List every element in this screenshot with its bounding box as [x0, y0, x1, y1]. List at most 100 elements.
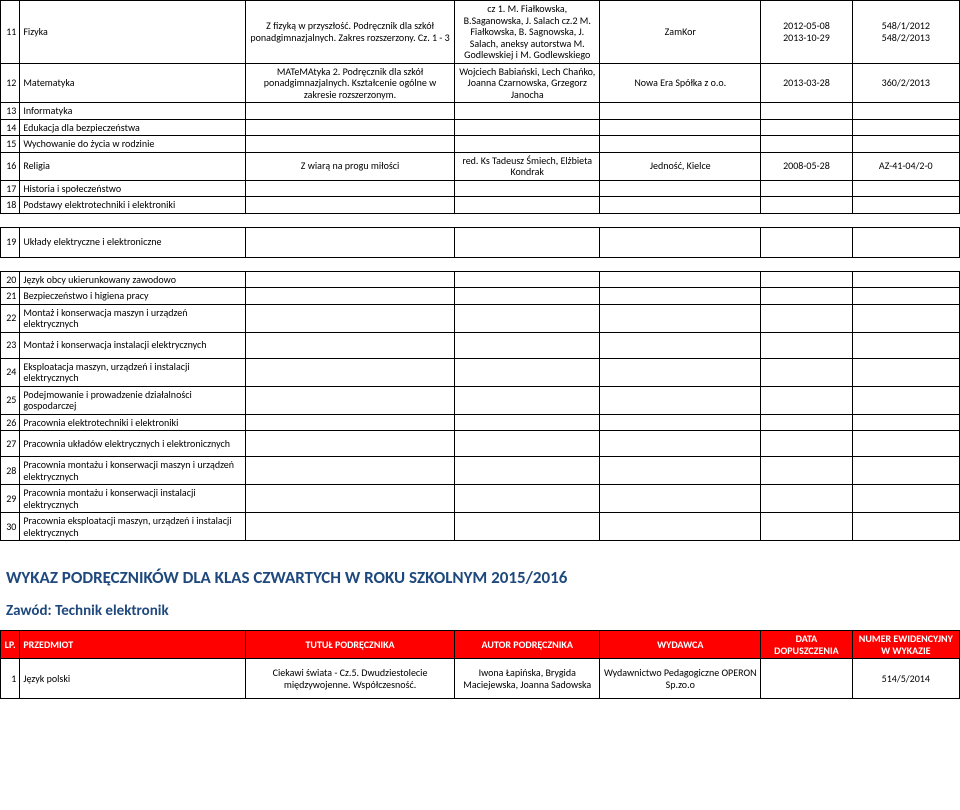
textbook-title: [245, 180, 454, 197]
table-row: 29Pracownia montażu i konserwacji instal…: [1, 485, 960, 513]
textbook-title: [245, 431, 454, 457]
textbook-author: [455, 271, 600, 288]
publisher: [600, 197, 761, 214]
textbook-title: [245, 197, 454, 214]
approval-date: [761, 119, 852, 136]
table-row: 27Pracownia układów elektrycznych i elek…: [1, 431, 960, 457]
table-header-row: LP. PRZEDMIOT TUTUŁ PODRĘCZNIKA AUTOR PO…: [1, 631, 960, 659]
subject-name: Fizyka: [20, 1, 246, 64]
subject-name: Pracownia elektrotechniki i elektroniki: [20, 414, 246, 431]
textbook-title: [245, 386, 454, 414]
registry-number: [852, 513, 959, 541]
subject-name: Pracownia montażu i konserwacji maszyn i…: [20, 457, 246, 485]
textbook-title: Z fizyką w przyszłość. Podręcznik dla sz…: [245, 1, 454, 64]
subject-name: Informatyka: [20, 103, 246, 120]
textbook-author: [455, 136, 600, 153]
textbook-author: [455, 457, 600, 485]
textbook-author: [455, 431, 600, 457]
publisher: [600, 386, 761, 414]
textbook-title: [245, 103, 454, 120]
publisher: [600, 136, 761, 153]
approval-date: 2012-05-082013-10-29: [761, 1, 852, 64]
subject-name: Montaż i konserwacja maszyn i urządzeń e…: [20, 304, 246, 332]
approval-date: 2008-05-28: [761, 152, 852, 180]
approval-date: [761, 431, 852, 457]
registry-number: [852, 431, 959, 457]
table-row: 15Wychowanie do życia w rodzinie: [1, 136, 960, 153]
textbook-author: [455, 414, 600, 431]
subject-name: Podejmowanie i prowadzenie działalności …: [20, 386, 246, 414]
publisher: [600, 271, 761, 288]
table-row: 21Bezpieczeństwo i higiena pracy: [1, 288, 960, 305]
table-row: 13Informatyka: [1, 103, 960, 120]
section-title: WYKAZ PODRĘCZNIKÓW DLA KLAS CZWARTYCH W …: [6, 567, 960, 588]
table-row: 12MatematykaMATeMAtyka 2. Podręcznik dla…: [1, 63, 960, 103]
registry-number: [852, 386, 959, 414]
subject-name: Język obcy ukierunkowany zawodowo: [20, 271, 246, 288]
subject-name: Język polski: [20, 659, 246, 699]
textbook-title: [245, 332, 454, 358]
row-number: 23: [1, 332, 20, 358]
publisher: Jedność, Kielce: [600, 152, 761, 180]
textbook-title: [245, 485, 454, 513]
row-number: 17: [1, 180, 20, 197]
approval-date: [761, 358, 852, 386]
zawod-title: Zawód: Technik elektronik: [6, 602, 960, 620]
textbook-author: cz 1. M. Fiałkowska, B.Saganowska, J. Sa…: [455, 1, 600, 64]
subject-name: Edukacja dla bezpieczeństwa: [20, 119, 246, 136]
textbook-author: [455, 485, 600, 513]
publisher: [600, 513, 761, 541]
subject-name: Pracownia montażu i konserwacji instalac…: [20, 485, 246, 513]
row-number: 24: [1, 358, 20, 386]
row-number: 22: [1, 304, 20, 332]
approval-date: [761, 136, 852, 153]
publisher: Wydawnictwo Pedagogiczne OPERON Sp.zo.o: [600, 659, 761, 699]
textbook-author: [455, 513, 600, 541]
publisher: [600, 485, 761, 513]
textbook-title: [245, 227, 454, 257]
publisher: [600, 457, 761, 485]
row-number: 27: [1, 431, 20, 457]
textbook-author: [455, 103, 600, 120]
approval-date: [761, 180, 852, 197]
row-number: 20: [1, 271, 20, 288]
registry-number: [852, 180, 959, 197]
registry-number: [852, 197, 959, 214]
table-row: 17Historia i społeczeństwo: [1, 180, 960, 197]
registry-number: [852, 304, 959, 332]
hdr-data: DATA DOPUSZCZENIA: [761, 631, 852, 659]
textbook-title: [245, 513, 454, 541]
subject-name: Pracownia eksploatacji maszyn, urządzeń …: [20, 513, 246, 541]
textbook-title: MATeMAtyka 2. Podręcznik dla szkół ponad…: [245, 63, 454, 103]
textbook-title: [245, 119, 454, 136]
table-row: 30Pracownia eksploatacji maszyn, urządze…: [1, 513, 960, 541]
registry-number: [852, 288, 959, 305]
approval-date: [761, 659, 852, 699]
textbook-author: [455, 180, 600, 197]
textbook-author: Iwona Łapińska, Brygida Maciejewska, Joa…: [455, 659, 600, 699]
textbook-title: [245, 136, 454, 153]
registry-number: [852, 103, 959, 120]
row-number: 29: [1, 485, 20, 513]
registry-number: [852, 358, 959, 386]
hdr-przedmiot: PRZEDMIOT: [20, 631, 246, 659]
hdr-wydawca: WYDAWCA: [600, 631, 761, 659]
textbook-author: [455, 386, 600, 414]
row-number: 15: [1, 136, 20, 153]
registry-number: [852, 136, 959, 153]
registry-number: [852, 227, 959, 257]
table-row: 14Edukacja dla bezpieczeństwa: [1, 119, 960, 136]
textbook-title: [245, 304, 454, 332]
publisher: [600, 103, 761, 120]
row-number: 26: [1, 414, 20, 431]
registry-number: [852, 485, 959, 513]
publisher: [600, 180, 761, 197]
row-number: 16: [1, 152, 20, 180]
publisher: [600, 304, 761, 332]
approval-date: [761, 414, 852, 431]
row-number: 14: [1, 119, 20, 136]
textbook-title: Ciekawi świata - Cz.5. Dwudziestolecie m…: [245, 659, 454, 699]
registry-number: 548/1/2012548/2/2013: [852, 1, 959, 64]
row-number: 28: [1, 457, 20, 485]
textbook-author: [455, 119, 600, 136]
